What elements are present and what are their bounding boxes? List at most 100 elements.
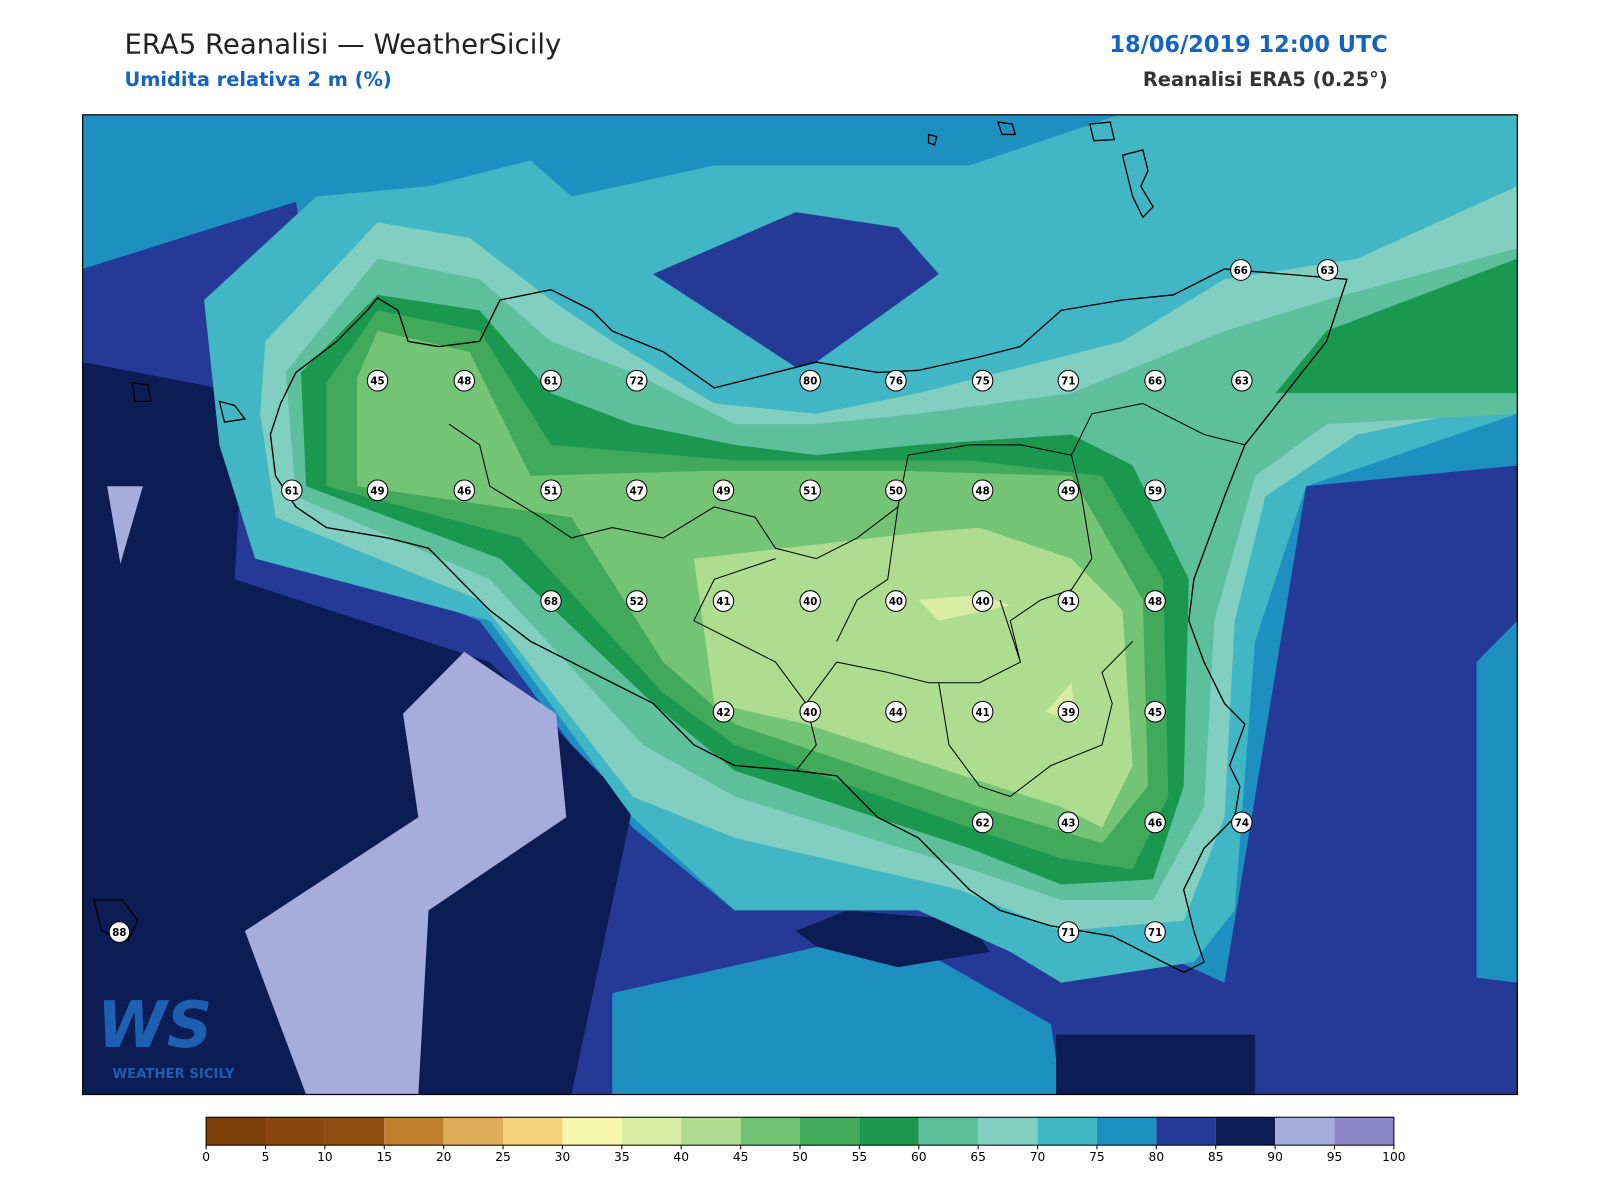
station-value: 45: [370, 376, 384, 388]
station-marker: [281, 479, 303, 502]
map-frame: [82, 114, 1518, 1096]
station-value: 68: [544, 596, 558, 608]
station-layer: 66 63 45 48 61 72 80 76 75 71 66 63 61 49 46 51 47 49 51 50…: [108, 259, 1339, 943]
station-value: 61: [544, 376, 558, 388]
station-value: 40: [889, 596, 903, 608]
station-marker: [540, 479, 562, 502]
contour-band: [1275, 258, 1518, 394]
colorbar-tick-label: 25: [495, 1150, 511, 1164]
station-marker: [1057, 700, 1080, 723]
colorbar-tick-label: 5: [262, 1150, 270, 1164]
station-value: 42: [716, 707, 730, 719]
station-value: 80: [803, 376, 817, 388]
colorbar: 0 5 10 15 20 25 30 35 40 45 50 55 60 65 70 75 80 85 90 95 10…: [202, 1116, 1406, 1164]
colorbar-tick-label: 55: [852, 1150, 868, 1164]
station-marker: [540, 369, 562, 392]
contour-band: [1476, 620, 1518, 983]
logo-tagline: WEATHER SICILY: [112, 1067, 234, 1082]
colorbar-segment: [265, 1117, 325, 1146]
title: ERA5 Reanalisi — WeatherSicily: [124, 27, 561, 60]
station-value: 43: [1061, 817, 1075, 829]
islands: [93, 121, 1154, 943]
station-value: 61: [285, 485, 299, 497]
station-marker: [626, 479, 648, 502]
station-marker: [885, 700, 907, 723]
colorbar-tick-label: 85: [1208, 1150, 1224, 1164]
contour-band: [612, 931, 1062, 1095]
station-value: 41: [716, 596, 730, 608]
station-value: 40: [803, 707, 817, 719]
station-value: 41: [1061, 596, 1075, 608]
coastline: [93, 121, 1348, 974]
colorbar-tick-label: 20: [436, 1150, 452, 1164]
station-marker: [1231, 369, 1253, 392]
station-value: 71: [1148, 927, 1162, 939]
colorbar-segment: [384, 1117, 444, 1146]
station-value: 49: [370, 485, 384, 497]
station-marker: [108, 921, 131, 943]
contour-band: [82, 362, 633, 1095]
colorbar-segment: [978, 1117, 1038, 1146]
colorbar-tick-label: 90: [1267, 1150, 1283, 1164]
station-value: 45: [1148, 707, 1162, 719]
station-marker: [971, 369, 994, 392]
station-marker: [799, 700, 821, 723]
station-marker: [1057, 369, 1080, 392]
colorbar-segment: [800, 1117, 860, 1146]
station-marker: [626, 369, 648, 392]
station-marker: [540, 590, 562, 612]
station-marker: [1057, 590, 1080, 612]
colorbar-tick-label: 45: [733, 1150, 749, 1164]
station-marker: [1144, 369, 1166, 392]
colorbar-tick-label: 0: [202, 1150, 210, 1164]
station-value: 49: [716, 485, 730, 497]
station-marker: [1057, 811, 1080, 834]
station-value: 76: [889, 376, 903, 388]
station-marker: [971, 590, 994, 612]
colorbar-segment: [681, 1117, 741, 1146]
subtitle: Umidita relativa 2 m (%): [124, 68, 391, 91]
station-value: 48: [1148, 596, 1162, 608]
station-value: 66: [1148, 376, 1162, 388]
contour-band: [653, 212, 939, 368]
colorbar-segment: [1156, 1117, 1216, 1146]
contour-layer: [82, 114, 1518, 1095]
station-marker: [799, 590, 821, 612]
colorbar-tick-label: 50: [792, 1150, 808, 1164]
station-marker: [1057, 479, 1080, 502]
colorbar-segment: [206, 1117, 266, 1146]
colorbar-segment: [859, 1117, 919, 1146]
colorbar-tick-label: 70: [1030, 1150, 1046, 1164]
colorbar-tick-label: 40: [673, 1150, 689, 1164]
station-marker: [1144, 921, 1166, 943]
station-value: 62: [976, 817, 990, 829]
colorbar-tick-label: 65: [970, 1150, 986, 1164]
station-marker: [712, 700, 735, 723]
colorbar-tick-label: 60: [911, 1150, 927, 1164]
station-value: 59: [1148, 485, 1162, 497]
station-value: 39: [1061, 707, 1075, 719]
station-marker: [1144, 700, 1166, 723]
station-marker: [1144, 479, 1166, 502]
station-value: 40: [803, 596, 817, 608]
station-marker: [366, 369, 389, 392]
station-marker: [799, 369, 821, 392]
station-value: 41: [976, 707, 990, 719]
contour-band: [244, 651, 567, 1095]
station-marker: [366, 479, 389, 502]
colorbar-segment: [324, 1117, 385, 1146]
station-marker: [885, 590, 907, 612]
station-marker: [1057, 921, 1080, 943]
sicily-coast: [269, 268, 1348, 974]
colorbar-tick-label: 15: [377, 1150, 393, 1164]
colorbar-segment: [1215, 1117, 1276, 1146]
colorbar-segment: [503, 1117, 563, 1146]
station-marker: [1231, 811, 1253, 834]
colorbar-segment: [1334, 1117, 1394, 1146]
station-marker: [885, 369, 907, 392]
station-value: 40: [976, 596, 990, 608]
colorbar-tick-label: 10: [317, 1150, 333, 1164]
station-value: 46: [1148, 817, 1162, 829]
colorbar-tick-label: 30: [555, 1150, 571, 1164]
